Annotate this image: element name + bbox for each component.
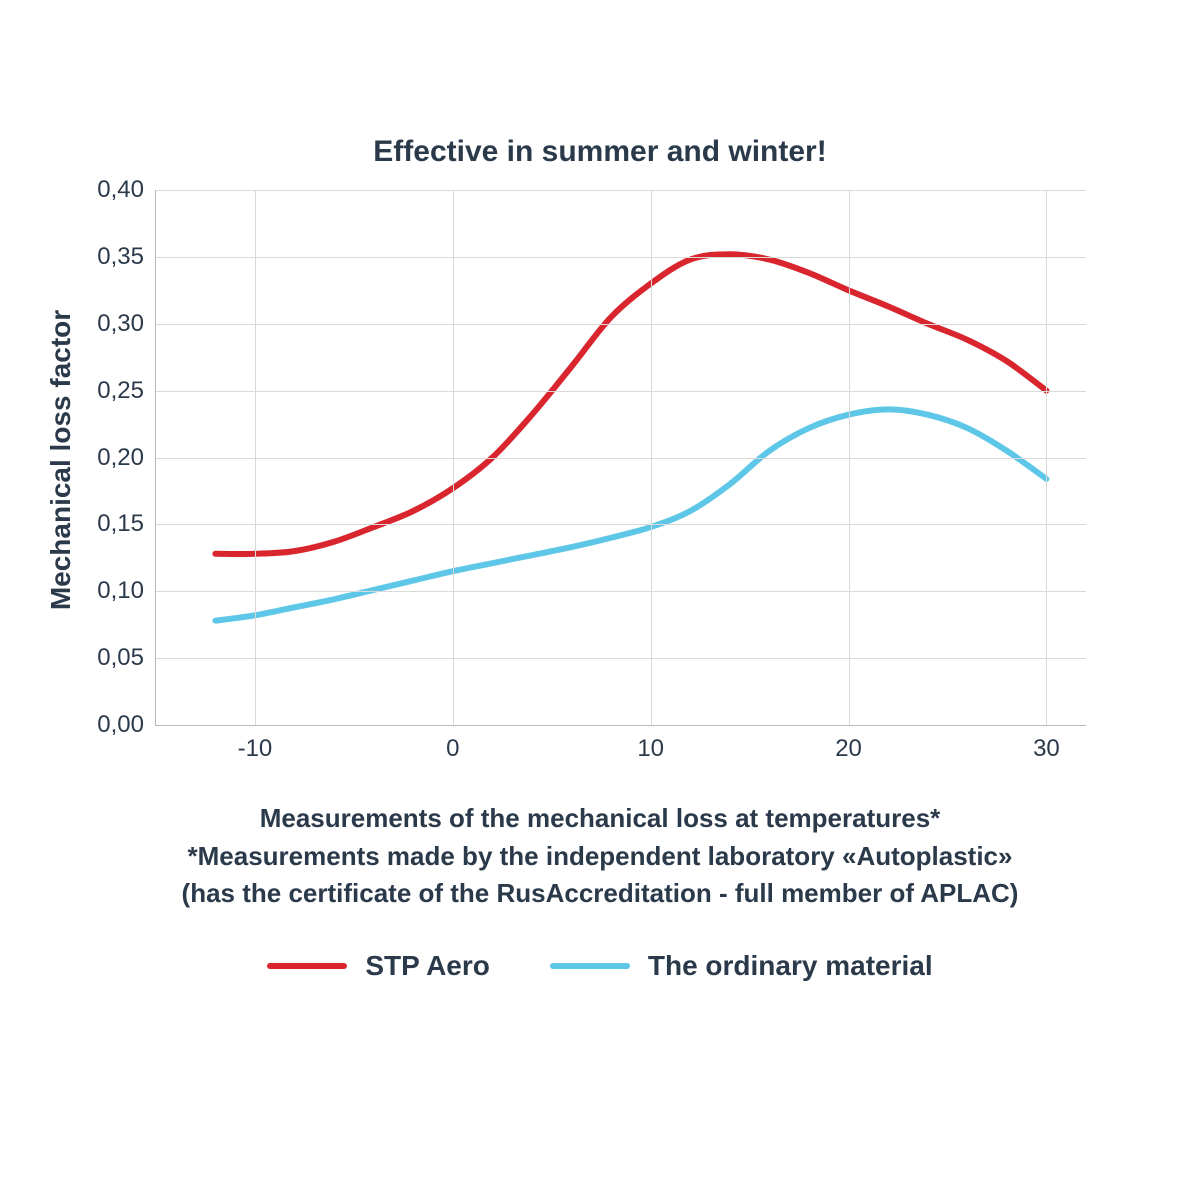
gridline-horizontal: [156, 458, 1086, 459]
x-tick-label: 10: [637, 735, 664, 763]
x-tick-label: -10: [238, 735, 273, 763]
chart-caption: Measurements of the mechanical loss at t…: [0, 800, 1200, 913]
legend-swatch: [267, 963, 347, 969]
y-axis-label: Mechanical loss factor: [45, 310, 77, 610]
gridline-horizontal: [156, 190, 1086, 191]
chart-title: Effective in summer and winter!: [0, 135, 1200, 169]
plot-area: 0,000,050,100,150,200,250,300,350,40-100…: [155, 190, 1086, 726]
chart-container: Effective in summer and winter! Mechanic…: [0, 0, 1200, 1200]
caption-line-1: Measurements of the mechanical loss at t…: [0, 800, 1200, 838]
y-tick-label: 0,30: [97, 310, 144, 338]
gridline-horizontal: [156, 391, 1086, 392]
legend: STP Aero The ordinary material: [0, 950, 1200, 982]
gridline-horizontal: [156, 257, 1086, 258]
gridline-horizontal: [156, 591, 1086, 592]
gridline-vertical: [651, 190, 652, 725]
caption-line-2: *Measurements made by the independent la…: [0, 838, 1200, 876]
gridline-vertical: [1046, 190, 1047, 725]
gridline-horizontal: [156, 324, 1086, 325]
legend-label: The ordinary material: [648, 950, 933, 982]
caption-line-3: (has the certificate of the RusAccredita…: [0, 875, 1200, 913]
legend-label: STP Aero: [365, 950, 489, 982]
x-tick-label: 0: [446, 735, 459, 763]
y-tick-label: 0,10: [97, 577, 144, 605]
legend-item: The ordinary material: [550, 950, 933, 982]
legend-item: STP Aero: [267, 950, 489, 982]
gridline-vertical: [453, 190, 454, 725]
gridline-vertical: [255, 190, 256, 725]
legend-swatch: [550, 963, 630, 969]
y-tick-label: 0,05: [97, 644, 144, 672]
y-tick-label: 0,35: [97, 243, 144, 271]
x-tick-label: 30: [1033, 735, 1060, 763]
x-tick-label: 20: [835, 735, 862, 763]
y-tick-label: 0,15: [97, 510, 144, 538]
series-line: [215, 409, 1046, 620]
y-tick-label: 0,20: [97, 444, 144, 472]
gridline-horizontal: [156, 524, 1086, 525]
y-tick-label: 0,25: [97, 377, 144, 405]
y-tick-label: 0,40: [97, 176, 144, 204]
y-tick-label: 0,00: [97, 711, 144, 739]
series-line: [215, 254, 1046, 554]
gridline-vertical: [849, 190, 850, 725]
gridline-horizontal: [156, 658, 1086, 659]
